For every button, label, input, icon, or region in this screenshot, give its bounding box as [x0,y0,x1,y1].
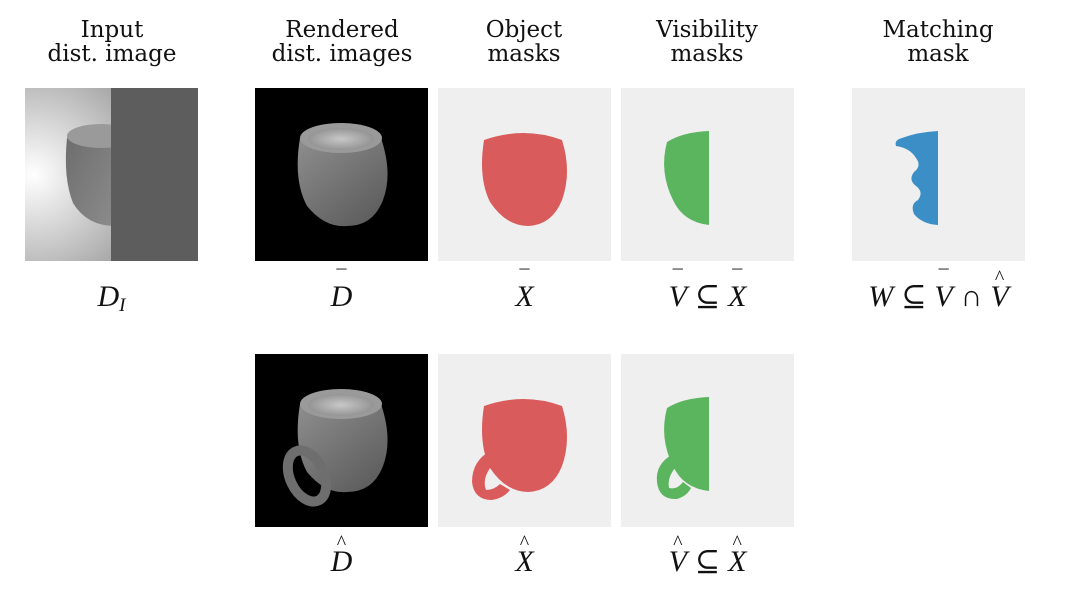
object-mask-bar [438,88,611,261]
header-input-line2: dist. image [47,41,177,67]
header-visibility: Visibility masks [619,18,795,66]
label-w-subset: W ⊆ ¯ V ∩ ^ V [832,268,1045,314]
label-d-hat-base: D [330,545,353,578]
label-v-bar-base: V [668,280,687,313]
label-w-b-accent: ^ [994,267,1005,289]
object-mask-hat [438,354,611,527]
rendered-distance-image-bar [255,88,428,261]
label-w-op2: ∩ [960,280,983,313]
header-rendered: Rendered dist. images [252,18,432,66]
label-d-i: DI [25,280,198,323]
label-x-bar-accent: ¯ [519,267,530,289]
rendered-distance-image-hat [255,354,428,527]
label-x-bar2-base: X [728,280,747,313]
label-w-a-accent: ¯ [938,267,949,289]
header-object-line2: masks [487,41,561,67]
label-x-hat-base: X [515,545,534,578]
label-x-hat-accent: ^ [519,532,530,554]
header-rendered-line1: Rendered [285,17,399,43]
label-d-i-sub: I [119,295,126,316]
label-w-a-base: V [934,280,953,313]
label-x-bar-base: X [515,280,534,313]
header-object: Object masks [436,18,612,66]
label-v-bar-op: ⊆ [694,280,721,313]
label-d-hat: ^ D [255,533,428,579]
label-v-bar-subset-x-bar: ¯ V ⊆ ¯ X [621,268,794,314]
label-x-hat2-accent: ^ [732,532,742,554]
label-x-bar: ¯ X [438,268,611,314]
label-v-hat-op: ⊆ [694,545,721,578]
label-x-hat2-base: X [728,545,747,578]
label-w-op1: ⊆ [901,280,927,313]
header-matching-line1: Matching [882,17,994,43]
label-d-bar-accent: ¯ [336,267,347,289]
label-v-hat-base: V [668,545,687,578]
header-rendered-line2: dist. images [271,41,413,67]
visibility-mask-bar [621,88,794,261]
header-matching-line2: mask [907,41,969,67]
input-distance-image [25,88,198,261]
label-v-bar-accent: ¯ [672,267,683,289]
header-object-line1: Object [485,17,563,43]
header-input: Input dist. image [22,18,202,66]
label-d-hat-accent: ^ [336,532,347,554]
label-v-hat-subset-x-hat: ^ V ⊆ ^ X [621,533,794,579]
matching-mask [852,88,1025,261]
label-d-bar: ¯ D [255,268,428,314]
label-x-hat: ^ X [438,533,611,579]
visibility-mask-hat [621,354,794,527]
header-visibility-line2: masks [670,41,744,67]
label-d-i-base: D [97,280,120,313]
label-w-base: W [868,280,894,313]
label-w-b-base: V [990,280,1009,313]
header-visibility-line1: Visibility [656,17,758,43]
label-d-bar-base: D [330,280,353,313]
header-input-line1: Input [80,17,144,43]
label-x-bar2-accent: ¯ [732,267,743,289]
label-v-hat-accent: ^ [673,532,683,554]
header-matching: Matching mask [850,18,1026,66]
